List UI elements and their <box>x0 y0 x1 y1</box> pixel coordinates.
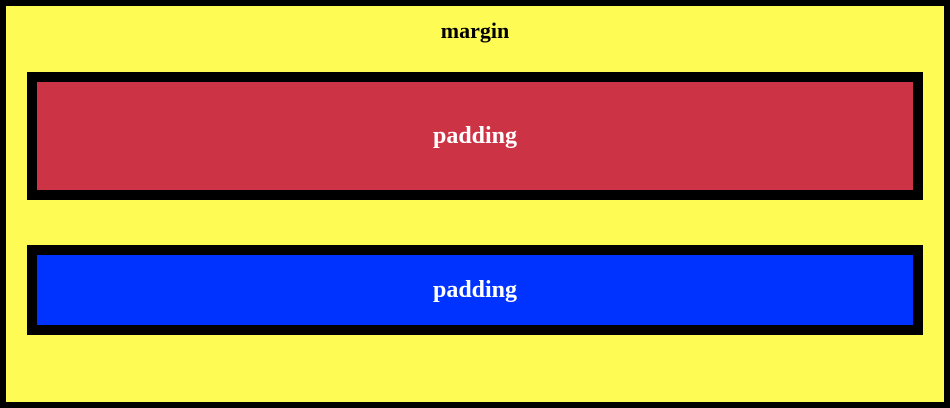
padding-label-blue: padding <box>432 276 518 303</box>
padding-box-red: padding <box>27 72 923 200</box>
margin-label: margin <box>440 18 510 43</box>
padding-label-red: padding <box>432 122 518 149</box>
padding-box-blue: padding <box>27 245 923 335</box>
